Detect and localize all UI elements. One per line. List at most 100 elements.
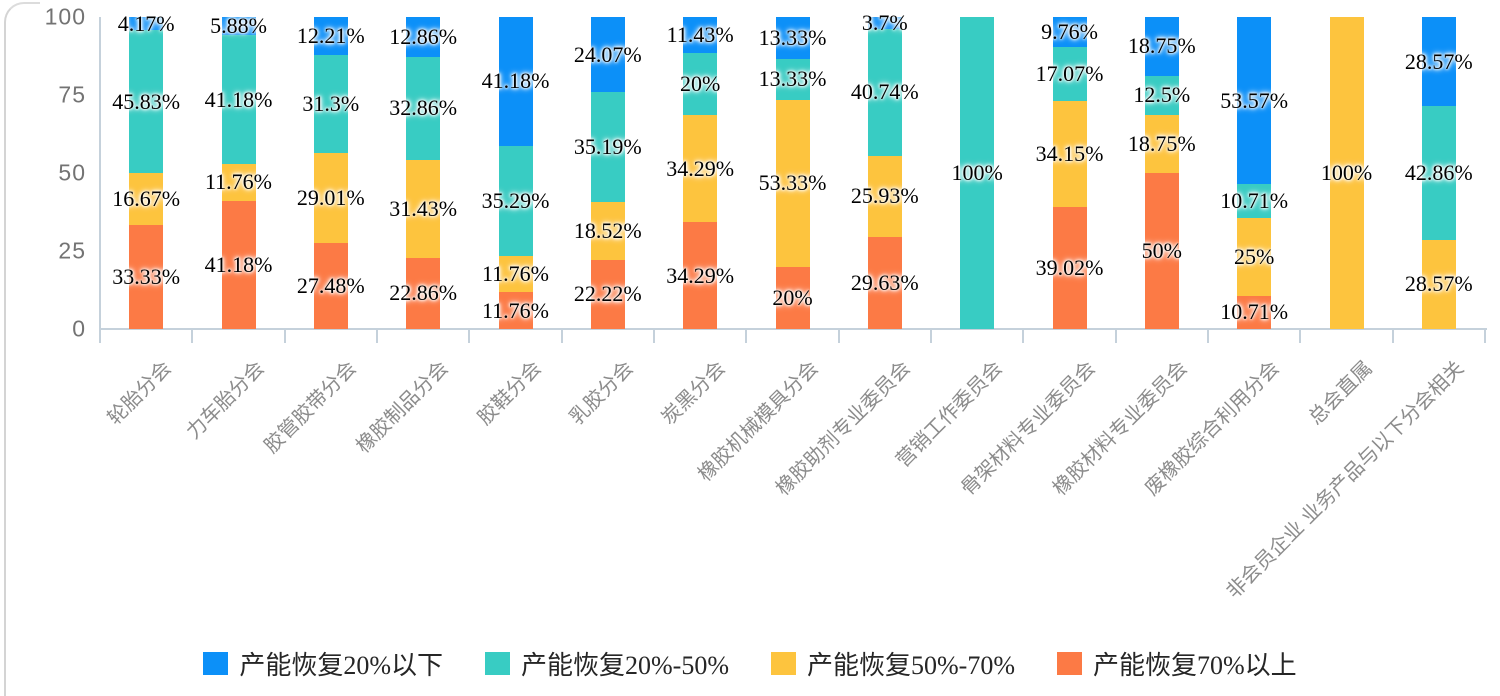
bar-segment[interactable] (683, 16, 718, 53)
bar-segment[interactable] (498, 255, 533, 293)
bar-segment[interactable] (867, 155, 902, 237)
x-axis-label: 乳胶分会 (565, 357, 638, 430)
bar-segment[interactable] (1237, 217, 1272, 296)
y-tick-label: 0 (72, 315, 86, 342)
bar-segment[interactable] (129, 173, 164, 226)
x-axis-label: 总会直属 (1304, 357, 1377, 430)
bar-segment[interactable] (406, 57, 441, 160)
x-axis-label: 胶鞋分会 (473, 357, 546, 430)
bar-segment[interactable] (1144, 75, 1179, 115)
bar-segment[interactable] (960, 17, 995, 329)
bar-segment[interactable] (1421, 17, 1456, 107)
bar-segment[interactable] (498, 17, 533, 146)
x-tick-mark (1022, 329, 1025, 343)
y-tick-label: 100 (44, 3, 86, 30)
x-tick-mark (376, 329, 378, 343)
y-tick-label: 50 (58, 159, 86, 186)
bar-segment[interactable] (1144, 173, 1179, 329)
x-tick-mark (560, 329, 563, 343)
bar-segment[interactable] (775, 100, 810, 267)
legend-label: 产能恢复50%-70% (807, 651, 1015, 680)
bar-segment[interactable] (406, 257, 441, 329)
y-axis-line (99, 17, 101, 330)
bar-segment[interactable] (867, 28, 902, 156)
bar-segment[interactable] (313, 243, 348, 329)
bar-segment[interactable] (221, 35, 256, 164)
x-tick-mark (191, 329, 194, 343)
x-tick-mark (283, 329, 286, 343)
x-tick-mark (1484, 329, 1486, 343)
x-axis-label: 炭黑分会 (657, 357, 730, 430)
bar-segment[interactable] (1237, 295, 1272, 329)
bar-segment[interactable] (129, 17, 164, 31)
bar-segment[interactable] (1052, 207, 1087, 329)
bar-segment[interactable] (1144, 17, 1179, 76)
x-axis-line (99, 328, 1487, 330)
x-axis-label: 橡胶制品分会 (352, 357, 453, 458)
x-tick-mark (1299, 329, 1302, 343)
bar-segment[interactable] (867, 17, 902, 29)
legend: 产能恢复20%以下 产能恢复20%-50% 产能恢复50%-70% 产能恢复70%以上 (0, 645, 1500, 682)
legend-item[interactable]: 产能恢复70%以上 (1056, 645, 1297, 682)
bar-segment[interactable] (1421, 239, 1456, 329)
bar-segment[interactable] (313, 55, 348, 153)
x-tick-mark (99, 329, 101, 343)
bar-segment[interactable] (1237, 184, 1272, 218)
legend-label: 产能恢复20%以下 (239, 651, 444, 680)
legend-swatch-icon (485, 652, 511, 675)
bar-segment[interactable] (867, 236, 902, 329)
bar-segment[interactable] (1052, 17, 1087, 48)
bar-segment[interactable] (313, 17, 348, 56)
x-tick-mark (745, 329, 748, 343)
y-tick-label: 25 (58, 237, 86, 264)
bar-segment[interactable] (590, 92, 625, 202)
bar-segment[interactable] (221, 17, 256, 36)
bar-segment[interactable] (1421, 106, 1456, 240)
bar-segment[interactable] (683, 222, 718, 329)
legend-item[interactable]: 产能恢复50%-70% (771, 645, 1015, 682)
bar-segment[interactable] (129, 30, 164, 173)
bar-segment[interactable] (221, 200, 256, 329)
x-tick-mark (1207, 329, 1209, 343)
bar-segment[interactable] (590, 201, 625, 260)
bar-segment[interactable] (775, 17, 810, 59)
legend-item[interactable]: 产能恢复20%-50% (485, 645, 729, 682)
x-tick-mark (837, 329, 840, 343)
x-axis-label: 力车胎分会 (182, 357, 269, 444)
bar-segment[interactable] (775, 58, 810, 101)
bar-segment[interactable] (590, 259, 625, 329)
bar-segment[interactable] (1144, 114, 1179, 173)
bar-segment[interactable] (1237, 17, 1272, 185)
bar-segment[interactable] (775, 266, 810, 329)
plot-area: 33.33% 16.67% 45.83% 4.17% 轮胎分会 41.18% 11.76% 4… (99, 10, 1487, 603)
bar-segment[interactable] (590, 17, 625, 93)
x-tick-mark (1114, 329, 1117, 343)
x-tick-mark (468, 329, 471, 343)
x-tick-mark (653, 329, 655, 343)
bar-segment[interactable] (1052, 47, 1087, 101)
x-axis-label: 轮胎分会 (103, 357, 176, 430)
bar-segment[interactable] (498, 292, 533, 329)
legend-item[interactable]: 产能恢复20%以下 (203, 645, 443, 682)
legend-label: 产能恢复70%以上 (1092, 651, 1297, 680)
legend-swatch-icon (1056, 652, 1082, 675)
x-tick-mark (1391, 329, 1394, 343)
bar-segment[interactable] (313, 152, 348, 244)
bar-segment[interactable] (683, 52, 718, 116)
bar-segment[interactable] (683, 115, 718, 223)
bar-segment[interactable] (1329, 17, 1364, 329)
bar-segment[interactable] (498, 145, 533, 256)
bar-segment[interactable] (221, 163, 256, 201)
legend-label: 产能恢复20%-50% (521, 651, 729, 680)
legend-swatch-icon (771, 652, 796, 675)
bar-segment[interactable] (406, 159, 441, 258)
legend-swatch-icon (203, 652, 229, 675)
bar-segment[interactable] (406, 16, 441, 58)
x-tick-mark (930, 329, 932, 343)
bar-segment[interactable] (1052, 100, 1087, 208)
y-tick-label: 75 (58, 81, 86, 108)
y-axis: 100 75 50 25 0 (0, 4, 92, 342)
x-axis-label: 胶管胶带分会 (260, 357, 361, 458)
bar-segment[interactable] (129, 225, 164, 329)
